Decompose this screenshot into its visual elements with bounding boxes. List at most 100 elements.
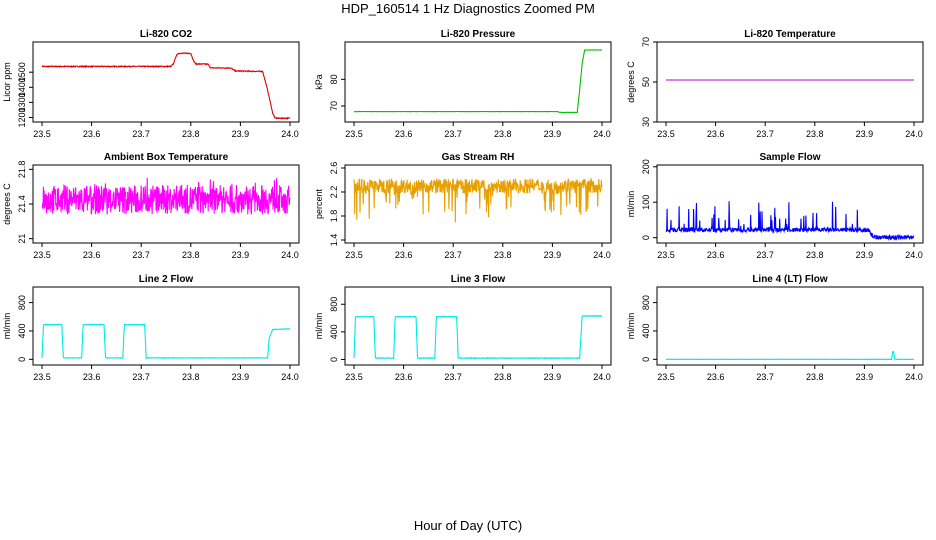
x-tick-label: 23.9	[232, 129, 250, 139]
y-tick-label: 70	[329, 101, 339, 111]
x-tick-label: 24.0	[281, 372, 299, 382]
y-tick-label: 1500	[17, 62, 27, 82]
y-tick-label: 30	[641, 117, 651, 127]
data-series-line	[41, 177, 291, 215]
x-tick-label: 23.7	[756, 372, 774, 382]
y-tick-label: 400	[329, 324, 339, 339]
chart-panel-1: Li-820 CO2 Licor ppm 23.5 23.6 23.7 23.8 23.9 2…	[2, 29, 300, 139]
y-axis-label: percent	[314, 188, 324, 219]
chart-title: Line 4 (LT) Flow	[752, 274, 828, 285]
y-axis-label: degrees C	[2, 183, 12, 225]
x-tick-label: 23.5	[345, 372, 363, 382]
x-tick-label: 24.0	[905, 129, 923, 139]
y-tick-label: 70	[641, 37, 651, 47]
x-tick-label: 23.8	[806, 372, 824, 382]
x-tick-label: 23.9	[544, 129, 562, 139]
y-tick-label: 1300	[17, 92, 27, 112]
x-tick-label: 23.9	[232, 250, 250, 260]
x-tick-label: 23.6	[395, 250, 413, 260]
figure-title: HDP_160514 1 Hz Diagnostics Zoomed PM	[341, 1, 595, 16]
chart-title: Li-820 Pressure	[441, 29, 516, 40]
y-tick-label: 21.4	[17, 195, 27, 213]
x-axis-caption: Hour of Day (UTC)	[413, 518, 523, 533]
chart-panel-3: Li-820 Temperature degrees C 23.5 23.6 23.7 2…	[626, 29, 924, 139]
x-tick-label: 24.0	[593, 372, 611, 382]
x-tick-label: 24.0	[281, 250, 299, 260]
data-series-line	[665, 201, 915, 242]
x-tick-label: 23.7	[132, 372, 150, 382]
x-tick-label: 23.8	[182, 129, 200, 139]
chart-title: Line 2 Flow	[139, 274, 194, 285]
x-tick-label: 23.9	[856, 372, 874, 382]
x-tick-label: 23.6	[395, 372, 413, 382]
chart-panel-4: Ambient Box Temperature degrees C 23.5 23.6…	[2, 152, 300, 260]
x-tick-label: 24.0	[281, 129, 299, 139]
x-tick-label: 23.9	[544, 372, 562, 382]
chart-title: Li-820 CO2	[140, 29, 193, 40]
plot-frame	[656, 286, 924, 366]
y-tick-label: 1.8	[329, 210, 339, 223]
y-tick-label: 2.6	[329, 162, 339, 175]
x-tick-label: 23.9	[856, 129, 874, 139]
chart-title: Gas Stream RH	[442, 152, 515, 163]
data-series-line	[666, 350, 915, 361]
x-tick-label: 23.5	[33, 372, 51, 382]
y-tick-label: 50	[641, 77, 651, 87]
chart-panel-5: Gas Stream RH percent 23.5 23.6 23.7 23.8 23.9…	[314, 152, 612, 260]
chart-title: Sample Flow	[759, 152, 820, 163]
data-series-line	[41, 323, 291, 360]
x-tick-label: 23.8	[806, 250, 824, 260]
x-tick-label: 23.7	[756, 250, 774, 260]
y-tick-label: 800	[17, 295, 27, 310]
x-tick-label: 23.6	[83, 129, 101, 139]
x-tick-label: 23.8	[494, 129, 512, 139]
y-axis-label: Licor ppm	[2, 62, 12, 102]
plot-frame	[32, 286, 300, 366]
y-tick-label: 1400	[17, 77, 27, 97]
y-tick-label: 100	[641, 195, 651, 210]
x-tick-label: 23.7	[444, 129, 462, 139]
y-axis-label: kPa	[314, 74, 324, 90]
chart-title: Line 3 Flow	[451, 274, 506, 285]
y-tick-label: 21	[17, 234, 27, 244]
plot-frame	[656, 41, 924, 123]
x-tick-label: 23.5	[33, 129, 51, 139]
y-axis-label: ml/min	[626, 313, 636, 340]
plot-frame	[344, 286, 612, 366]
x-tick-label: 23.8	[494, 250, 512, 260]
y-tick-label: 800	[641, 295, 651, 310]
x-tick-label: 23.5	[345, 250, 363, 260]
x-tick-label: 23.5	[33, 250, 51, 260]
x-tick-label: 23.5	[657, 250, 675, 260]
chart-panel-7: Line 2 Flow ml/min 23.5 23.6 23.7 23.8 23.9 24.…	[2, 274, 300, 382]
x-tick-label: 23.7	[132, 129, 150, 139]
x-tick-label: 23.6	[707, 372, 725, 382]
y-tick-label: 400	[641, 323, 651, 338]
x-tick-label: 23.5	[657, 372, 675, 382]
x-tick-label: 23.7	[756, 129, 774, 139]
x-tick-label: 23.6	[707, 129, 725, 139]
y-tick-label: 80	[329, 74, 339, 84]
x-tick-label: 23.7	[444, 250, 462, 260]
x-tick-label: 23.7	[444, 372, 462, 382]
x-tick-label: 24.0	[905, 250, 923, 260]
y-axis-label: ml/min	[2, 313, 12, 340]
x-tick-label: 23.8	[494, 372, 512, 382]
data-series-line	[353, 177, 603, 223]
x-tick-label: 23.9	[232, 372, 250, 382]
x-tick-label: 23.6	[83, 250, 101, 260]
y-tick-label: 1.4	[329, 234, 339, 247]
y-tick-label: 0	[641, 235, 651, 240]
y-tick-label: 400	[17, 323, 27, 338]
x-tick-label: 24.0	[593, 250, 611, 260]
x-tick-label: 24.0	[905, 372, 923, 382]
y-tick-label: 0	[329, 357, 339, 362]
x-tick-label: 23.6	[83, 372, 101, 382]
y-tick-label: 200	[641, 159, 651, 174]
y-axis-label: ml/min	[314, 313, 324, 340]
x-tick-label: 23.8	[182, 372, 200, 382]
chart-panel-8: Line 3 Flow ml/min 23.5 23.6 23.7 23.8 23.9 24.…	[314, 274, 612, 382]
y-tick-label: 0	[17, 357, 27, 362]
